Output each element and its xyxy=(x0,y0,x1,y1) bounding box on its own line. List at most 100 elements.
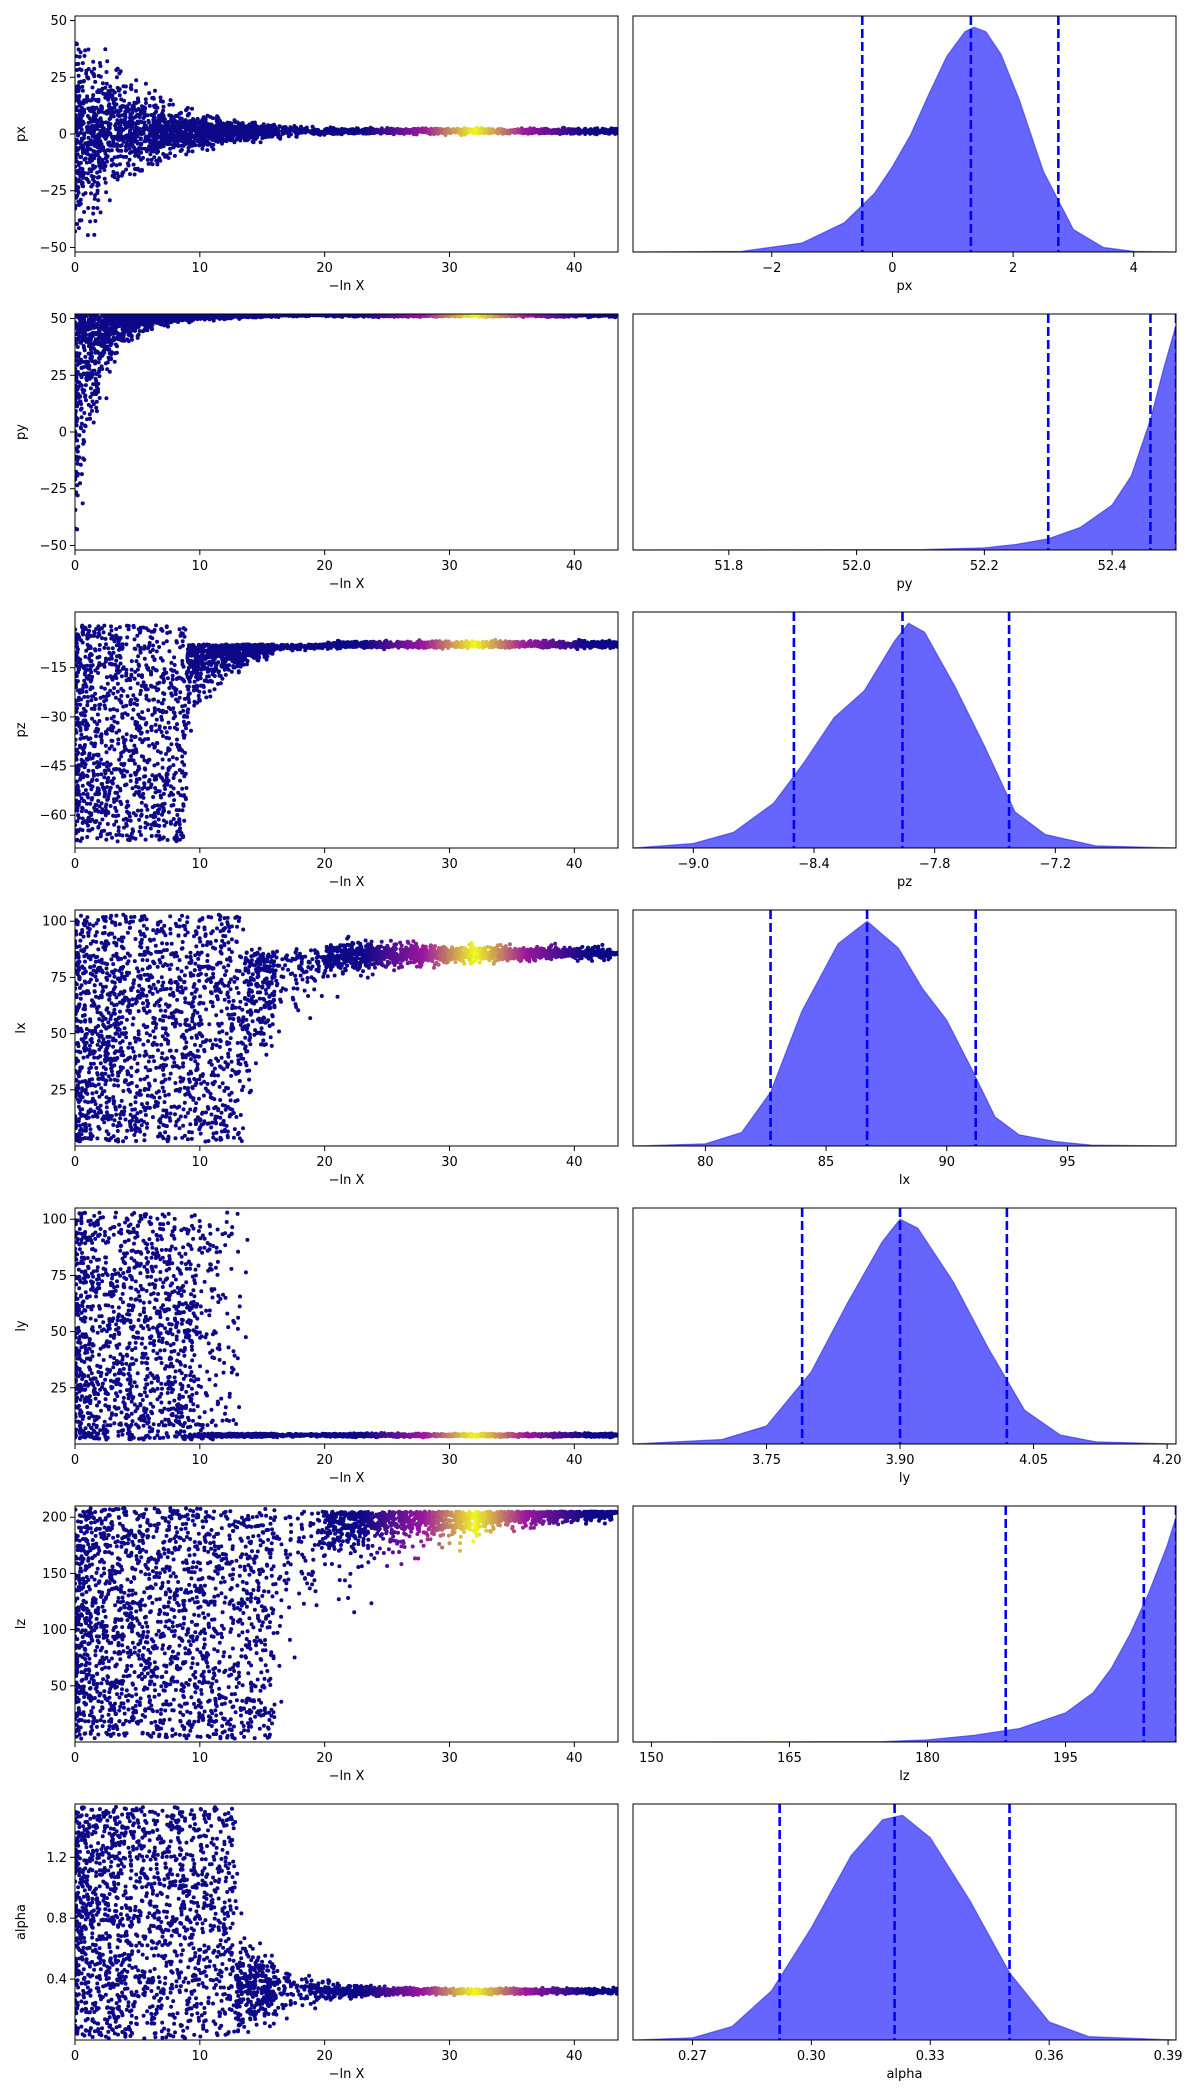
trace-point xyxy=(155,147,160,152)
trace-point xyxy=(84,125,89,130)
trace-point xyxy=(118,162,122,167)
trace-point xyxy=(153,88,157,93)
trace-point xyxy=(85,94,90,99)
trace-point xyxy=(75,129,79,134)
trace-point xyxy=(258,140,263,145)
trace-point xyxy=(439,127,444,132)
trace-point xyxy=(251,132,256,137)
trace-point xyxy=(127,157,132,162)
trace-point xyxy=(139,104,144,109)
trace-point xyxy=(93,126,98,131)
trace-point xyxy=(105,111,109,116)
trace-point xyxy=(131,162,136,167)
trace-point xyxy=(88,219,93,224)
trace-point xyxy=(130,104,135,109)
trace-point xyxy=(122,136,127,141)
trace-point xyxy=(94,405,99,410)
trace-point xyxy=(443,133,448,137)
trace-point xyxy=(143,106,148,111)
trace-point xyxy=(78,160,83,165)
trace-point xyxy=(97,175,101,179)
trace-point xyxy=(554,128,559,133)
trace-point xyxy=(560,130,564,135)
trace-point xyxy=(187,121,192,126)
trace-point xyxy=(92,179,97,184)
trace-point xyxy=(76,139,81,144)
trace-point xyxy=(539,127,544,132)
trace-point xyxy=(112,175,117,180)
trace-point xyxy=(463,128,468,133)
trace-point xyxy=(148,152,153,157)
trace-point xyxy=(123,120,128,125)
trace-point xyxy=(136,153,141,158)
trace-point xyxy=(110,94,115,99)
trace-point xyxy=(113,342,118,347)
trace-point xyxy=(296,131,301,136)
trace-point xyxy=(96,108,101,113)
trace-point xyxy=(304,125,309,130)
trace-point xyxy=(104,190,109,195)
trace-point xyxy=(224,139,229,144)
trace-point xyxy=(91,93,96,98)
trace-point xyxy=(75,507,78,512)
trace-point xyxy=(104,120,108,125)
trace-point xyxy=(204,127,209,132)
trace-point xyxy=(120,105,124,110)
trace-point xyxy=(117,93,122,98)
trace-point xyxy=(83,191,88,196)
trace-point xyxy=(158,142,163,147)
trace-point xyxy=(196,125,201,130)
trace-point xyxy=(175,132,180,137)
trace-point xyxy=(80,501,85,506)
trace-point xyxy=(75,469,79,474)
trace-point xyxy=(124,141,129,146)
trace-point xyxy=(307,129,312,134)
trace-point xyxy=(99,104,104,109)
trace-point xyxy=(154,124,159,129)
trace-point xyxy=(88,108,92,113)
trace-point xyxy=(446,130,451,134)
trace-point xyxy=(155,162,160,167)
trace-point xyxy=(121,139,126,144)
trace-point xyxy=(125,138,130,143)
trace-point xyxy=(77,80,82,85)
trace-point xyxy=(132,145,136,150)
trace-point xyxy=(147,132,152,136)
trace-point xyxy=(80,61,85,66)
trace-point xyxy=(178,149,183,153)
trace-point xyxy=(200,117,205,122)
trace-point xyxy=(255,127,260,132)
trace-point xyxy=(96,387,101,392)
trace-point xyxy=(97,396,102,400)
trace-point xyxy=(423,127,428,132)
trace-point xyxy=(112,102,117,107)
trace-point xyxy=(144,149,149,154)
trace-point xyxy=(190,106,194,111)
trace-point xyxy=(93,79,98,84)
trace-point xyxy=(166,134,171,139)
trace-point xyxy=(129,337,134,342)
trace-point xyxy=(179,143,184,148)
trace-point xyxy=(193,121,198,126)
trace-point xyxy=(89,191,93,196)
trace-point xyxy=(98,116,103,121)
trace-point xyxy=(105,59,110,64)
trace-point xyxy=(83,48,88,53)
trace-point xyxy=(124,148,129,153)
trace-point xyxy=(166,156,171,160)
trace-point xyxy=(87,412,92,417)
trace-point xyxy=(164,120,168,125)
trace-point xyxy=(236,124,241,129)
trace-point xyxy=(126,339,131,344)
trace-point xyxy=(168,146,173,151)
plot-area xyxy=(75,41,618,238)
trace-point xyxy=(75,527,80,532)
trace-point xyxy=(132,115,137,120)
trace-point xyxy=(166,324,170,329)
trace-point xyxy=(75,449,80,454)
trace-point xyxy=(151,143,156,148)
trace-point xyxy=(82,157,87,162)
trace-point xyxy=(96,381,101,386)
trace-point xyxy=(569,128,574,133)
trace-point xyxy=(102,176,107,181)
